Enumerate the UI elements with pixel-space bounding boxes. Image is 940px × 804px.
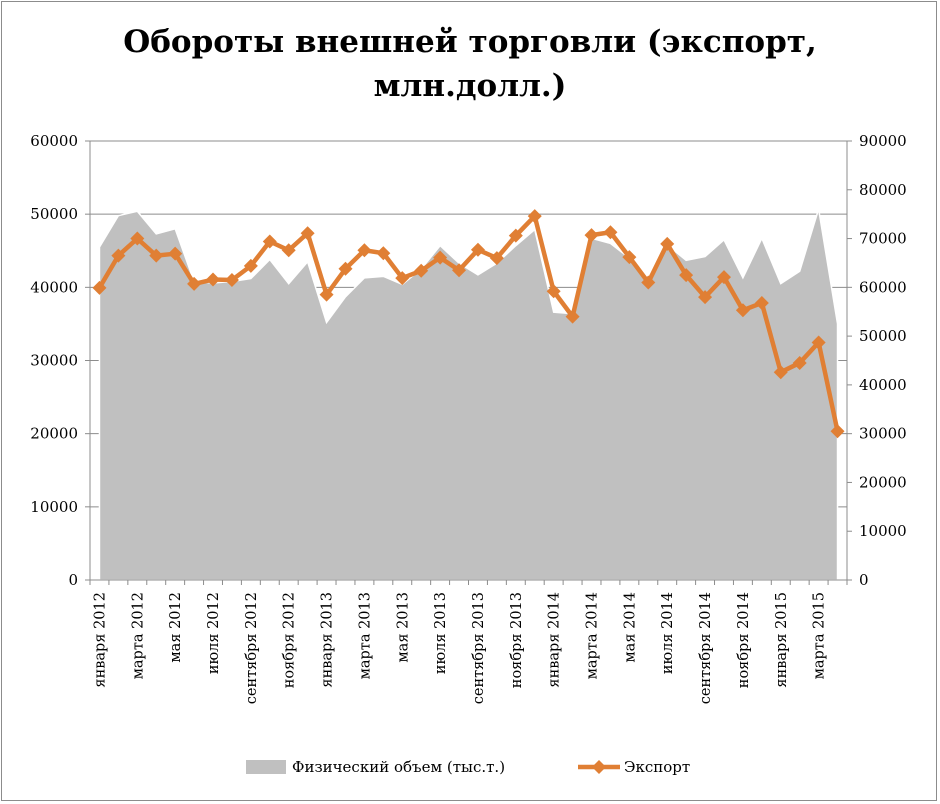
volume-area xyxy=(98,208,839,581)
export-point xyxy=(111,248,126,263)
x-tick-label: марта 2013 xyxy=(357,592,373,679)
x-tick-label: мая 2013 xyxy=(395,592,411,663)
export-point xyxy=(811,335,826,350)
left-tick-label: 50000 xyxy=(30,205,78,223)
x-tick-label: сентября 2014 xyxy=(698,592,714,704)
left-tick-label: 60000 xyxy=(30,132,78,150)
export-point xyxy=(281,243,296,258)
left-tick-label: 40000 xyxy=(30,278,78,296)
right-tick-label: 70000 xyxy=(859,230,907,248)
left-axis-ticks: 0 10000 20000 30000 40000 50000 60000 xyxy=(30,132,78,589)
export-point xyxy=(773,365,788,380)
left-tick-label: 0 xyxy=(68,571,78,589)
right-tick-label: 10000 xyxy=(859,522,907,540)
export-point xyxy=(754,295,769,310)
right-axis-ticks: 0 10000 20000 30000 40000 50000 60000 70000 8000… xyxy=(859,132,907,589)
export-point xyxy=(698,290,713,305)
export-point xyxy=(187,276,202,291)
export-point xyxy=(622,250,637,265)
export-point xyxy=(716,270,731,285)
export-point xyxy=(565,309,580,324)
export-point xyxy=(206,272,221,287)
x-tick-label: ноября 2014 xyxy=(736,592,752,688)
export-point xyxy=(660,236,675,251)
export-point xyxy=(414,263,429,278)
chart-title: Обороты внешней торговли (экспорт, млн.д… xyxy=(0,20,940,108)
right-tick-label: 90000 xyxy=(859,132,907,150)
left-tick-label: 10000 xyxy=(30,498,78,516)
export-point xyxy=(792,355,807,370)
export-point xyxy=(584,228,599,243)
x-tick-label: января 2014 xyxy=(547,592,563,688)
x-tick-label: сентября 2012 xyxy=(244,592,260,704)
export-point xyxy=(224,273,239,288)
export-point xyxy=(603,225,618,240)
export-point xyxy=(508,228,523,243)
right-tick-label: 0 xyxy=(859,571,869,589)
legend-export-marker xyxy=(592,760,606,774)
right-tick-label: 50000 xyxy=(859,327,907,345)
export-point xyxy=(300,226,315,241)
x-tick-label: марта 2015 xyxy=(812,592,828,679)
export-point xyxy=(168,246,183,261)
x-tick-label: января 2015 xyxy=(774,592,790,688)
export-point xyxy=(452,263,467,278)
x-tick-label: ноября 2013 xyxy=(509,592,525,688)
left-tick-label: 30000 xyxy=(30,352,78,370)
axes-layer xyxy=(85,140,852,585)
x-tick-label: марта 2012 xyxy=(130,592,146,679)
export-point xyxy=(546,284,561,299)
export-point xyxy=(433,250,448,265)
export-point xyxy=(679,268,694,283)
x-axis-ticks: января 2012 марта 2012 мая 2012 июля 2012 се… xyxy=(92,592,827,704)
x-tick-label: января 2012 xyxy=(92,592,108,688)
export-point xyxy=(527,209,542,224)
x-tick-label: мая 2014 xyxy=(622,592,638,663)
export-point xyxy=(243,258,258,273)
x-tick-label: января 2013 xyxy=(320,592,336,688)
export-point xyxy=(641,275,656,290)
x-tick-label: ноября 2012 xyxy=(282,592,298,688)
export-line-layer xyxy=(92,209,845,439)
export-point xyxy=(92,280,107,295)
export-point xyxy=(830,424,845,439)
chart-title-line1: Обороты внешней торговли (экспорт, xyxy=(123,24,817,60)
x-tick-label: марта 2014 xyxy=(585,592,601,679)
right-tick-label: 30000 xyxy=(859,425,907,443)
export-point xyxy=(262,234,277,249)
x-tick-label: мая 2012 xyxy=(168,592,184,663)
legend: Физический объем (тыс.т.) Экспорт xyxy=(246,758,690,776)
export-point xyxy=(489,251,504,266)
export-point xyxy=(357,243,372,258)
export-point xyxy=(338,261,353,276)
right-tick-label: 60000 xyxy=(859,278,907,296)
export-point xyxy=(376,246,391,261)
x-tick-label: сентября 2013 xyxy=(471,592,487,704)
left-tick-label: 20000 xyxy=(30,425,78,443)
right-tick-label: 40000 xyxy=(859,376,907,394)
chart-title-line2: млн.долл.) xyxy=(373,68,567,104)
export-point xyxy=(395,271,410,286)
export-line xyxy=(97,213,840,432)
export-point xyxy=(149,248,164,263)
x-tick-label: июля 2012 xyxy=(206,592,222,674)
export-point xyxy=(130,231,145,246)
x-tick-label: июля 2014 xyxy=(660,592,676,674)
export-point xyxy=(735,303,750,318)
right-tick-label: 80000 xyxy=(859,181,907,199)
export-point xyxy=(470,242,485,257)
legend-export-label: Экспорт xyxy=(624,758,690,776)
right-tick-label: 20000 xyxy=(859,473,907,491)
x-tick-label: июля 2013 xyxy=(433,592,449,674)
volume-area-layer xyxy=(98,208,839,581)
legend-volume-label: Физический объем (тыс.т.) xyxy=(292,758,505,776)
export-point xyxy=(319,287,334,302)
legend-volume-swatch xyxy=(246,760,286,774)
